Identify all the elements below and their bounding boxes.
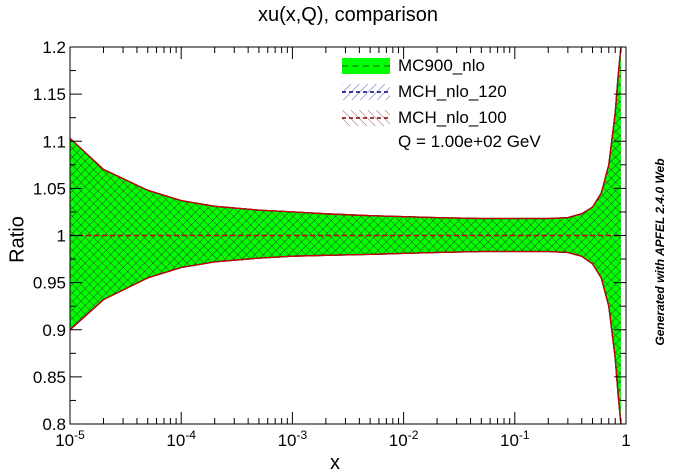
legend-swatch-mch120 [342,84,390,100]
y-tick-label-6: 1.1 [42,132,66,151]
y-axis-label: Ratio [6,216,29,263]
legend-label-mch120: MCH_nlo_120 [398,82,507,101]
legend-swatch-mch100 [342,110,390,126]
x-tick-label-0: 10-5 [55,428,85,450]
chart-title: xu(x,Q), comparison [257,4,439,26]
x-tick-label-3: 10-2 [389,428,419,450]
y-tick-label-8: 1.2 [42,38,66,57]
x-tick-label-4: 10-1 [500,428,530,450]
y-tick-label-7: 1.15 [33,85,66,104]
y-tick-label-0: 0.8 [42,415,66,434]
band-1-lower-edge [70,250,622,424]
x-tick-label-1: 10-4 [166,428,196,450]
y-tick-label-2: 0.9 [42,321,66,340]
legend-label-mc900: MC900_nlo [398,56,485,75]
y-tick-label-4: 1 [57,227,66,246]
legend-q-note: Q = 1.00e+02 GeV [398,132,541,151]
band-2-lower-edge [70,250,622,424]
band-2-upper-edge [70,47,622,220]
x-axis-label: x [330,452,340,472]
x-tick-label-2: 10-3 [278,428,308,450]
legend-swatch-mc900 [342,58,390,74]
y-tick-label-3: 0.95 [33,274,66,293]
generator-note: Generated with APFEL 2.4.0 Web [653,158,667,346]
legend-label-mch100: MCH_nlo_100 [398,108,507,127]
band-0-lower-edge [70,250,622,424]
y-tick-label-1: 0.85 [33,368,66,387]
x-tick-label-5: 1 [621,431,630,450]
y-tick-label-5: 1.05 [33,179,66,198]
